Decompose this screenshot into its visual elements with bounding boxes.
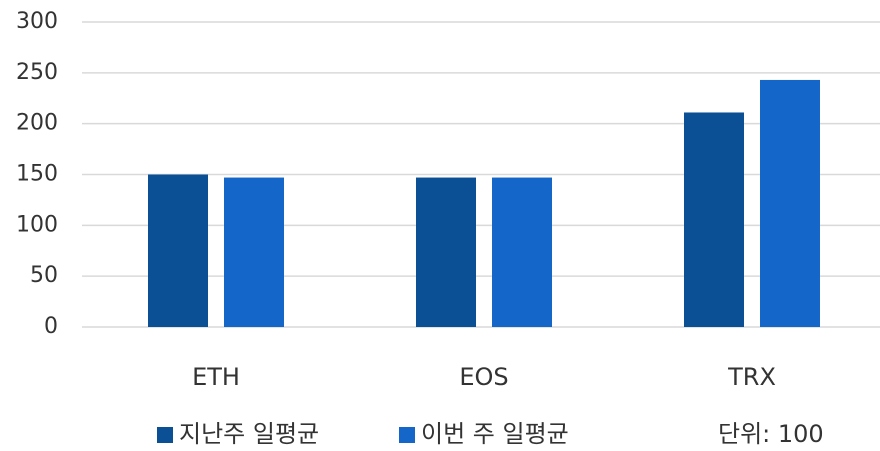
legend-label: 이번 주 일평균 xyxy=(421,420,569,448)
legend-label: 지난주 일평균 xyxy=(179,420,319,448)
x-tick-label: EOS xyxy=(459,363,508,391)
y-tick-label: 250 xyxy=(16,60,58,85)
x-tick-label: TRX xyxy=(727,363,776,391)
bar xyxy=(148,174,208,327)
legend-swatch xyxy=(399,427,415,443)
x-tick-label: ETH xyxy=(192,363,240,391)
y-tick-label: 300 xyxy=(16,9,58,34)
bar xyxy=(492,177,552,327)
y-tick-label: 150 xyxy=(16,162,58,187)
bar xyxy=(760,79,820,327)
bar xyxy=(224,177,284,327)
bar xyxy=(416,177,476,327)
bar xyxy=(684,112,744,327)
y-tick-label: 0 xyxy=(44,314,58,339)
y-tick-label: 50 xyxy=(30,263,58,288)
legend-swatch xyxy=(157,427,173,443)
y-tick-label: 200 xyxy=(16,111,58,136)
y-tick-label: 100 xyxy=(16,212,58,237)
annotation: 단위: 100 xyxy=(718,420,824,448)
